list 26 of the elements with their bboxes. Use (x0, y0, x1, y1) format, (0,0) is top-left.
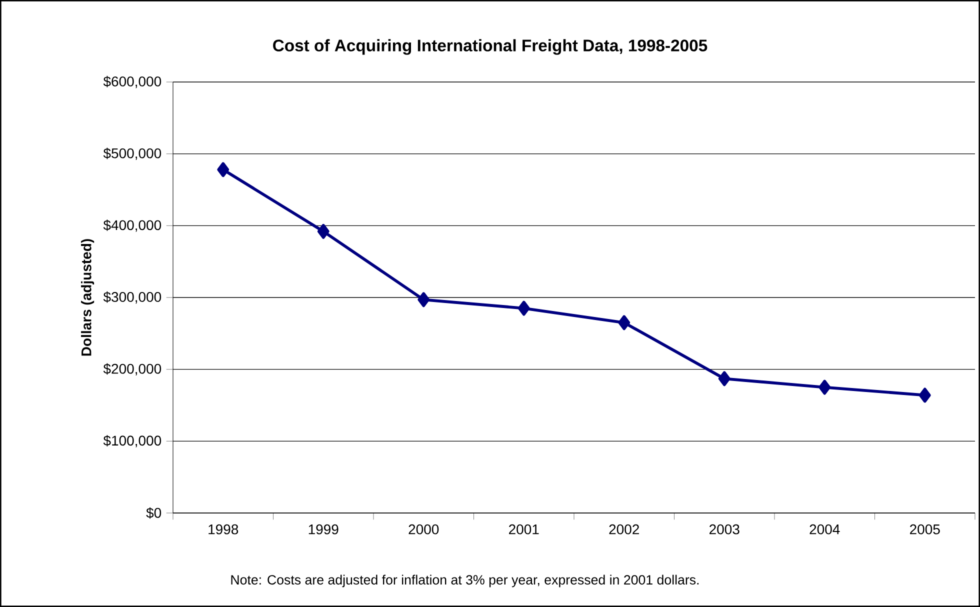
y-tick-label: $400,000 (103, 220, 162, 232)
x-tick-label: 1998 (208, 524, 238, 534)
chart-title: Cost of Acquiring International Freight Data, 1998-2005 (273, 39, 708, 55)
point (818, 380, 831, 395)
y-tick-label: $100,000 (103, 435, 162, 448)
x-tick-label: 2003 (710, 524, 740, 534)
point (518, 300, 530, 316)
x-tick-label: 2004 (810, 524, 840, 534)
x-tick-label: 2002 (609, 524, 639, 534)
point (718, 371, 730, 386)
y-tick-label: $600,000 (103, 76, 162, 88)
point (317, 224, 330, 239)
point (618, 315, 630, 330)
x-tick-label: 1999 (308, 524, 338, 534)
y-axis-title: Dollars (adjusted) (81, 239, 94, 356)
text: Note: Costs are adjusted for inflation at 3% per year, expressed in 2001 dollars. (231, 574, 699, 588)
point (918, 388, 931, 403)
point (418, 292, 430, 308)
point (217, 162, 230, 178)
x-tick-label: 2001 (509, 524, 539, 534)
y-tick-label: $300,000 (103, 291, 162, 304)
x-tick-label: 2005 (910, 524, 940, 534)
y-tick-label: $0 (146, 507, 162, 519)
y-tick-label: $500,000 (103, 148, 162, 160)
y-tick-label: $200,000 (103, 363, 162, 376)
x-tick-label: 2000 (408, 524, 439, 534)
